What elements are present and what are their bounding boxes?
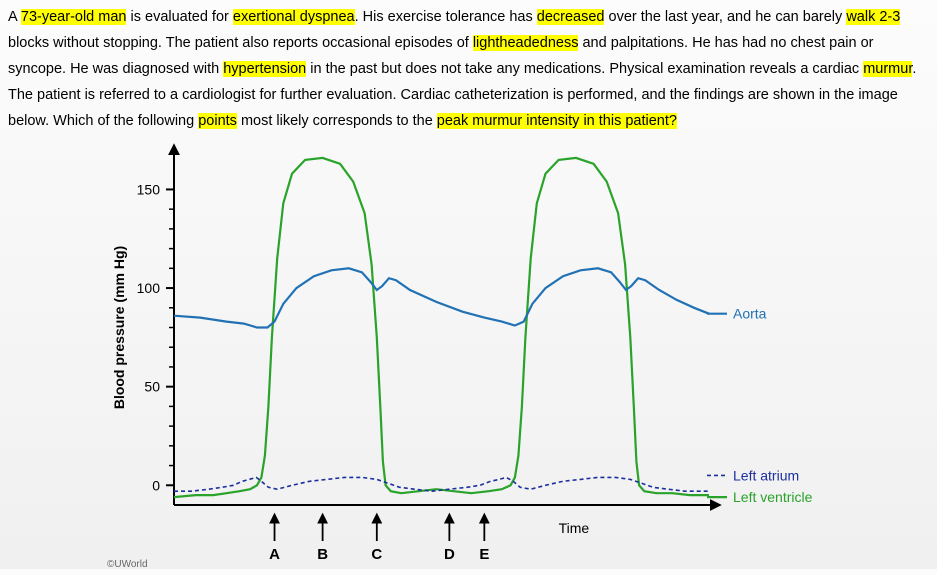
y-tick-label: 150 (136, 181, 160, 197)
highlighted-text: peak murmur intensity in this patient? (437, 113, 677, 129)
question-stem: A 73-year-old man is evaluated for exert… (0, 0, 937, 140)
y-tick-label: 0 (152, 477, 160, 493)
highlighted-text: murmur (863, 61, 912, 77)
answer-label: A (269, 546, 280, 563)
highlighted-text: points (198, 113, 237, 129)
x-axis-label: Time (558, 520, 589, 536)
legend-label: Left atrium (733, 467, 799, 483)
y-tick-label: 100 (136, 280, 160, 296)
copyright-text: ©UWorld (107, 559, 148, 570)
answer-label: E (479, 546, 489, 563)
highlighted-text: hypertension (223, 61, 306, 77)
highlighted-text: lightheadedness (473, 35, 579, 51)
pressure-time-chart: 0 50 100 150 Blood pressure (mm Hg) Time Aorta… (99, 140, 839, 575)
answer-label: B (317, 546, 328, 563)
chart-container: 0 50 100 150 Blood pressure (mm Hg) Time Aorta… (0, 140, 937, 575)
y-axis-label: Blood pressure (mm Hg) (111, 246, 127, 409)
legend-label: Left ventricle (733, 489, 813, 505)
highlighted-text: exertional dyspnea (233, 9, 355, 25)
y-tick-label: 50 (144, 379, 160, 395)
answer-label: C (371, 546, 382, 563)
highlighted-text: 73-year-old man (21, 9, 127, 25)
highlighted-text: decreased (537, 9, 605, 25)
legend-label: Aorta (733, 306, 767, 322)
highlighted-text: walk 2-3 (846, 9, 900, 25)
answer-label: D (443, 546, 454, 563)
